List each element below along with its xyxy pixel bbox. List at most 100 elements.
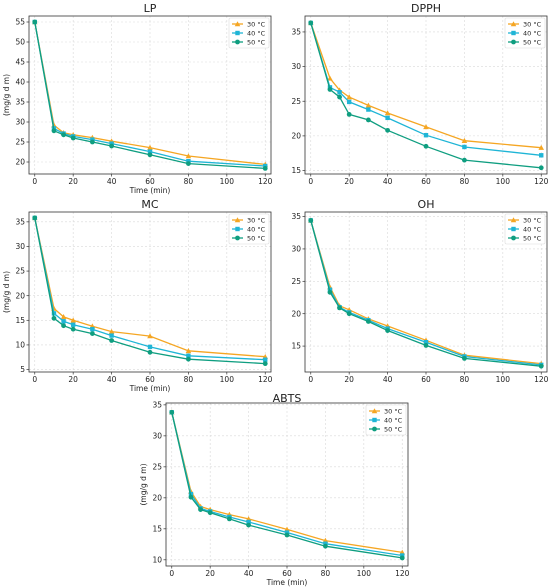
x-tick-label: 40	[383, 375, 393, 384]
legend-label: 50 °C	[247, 38, 266, 46]
data-point	[284, 532, 290, 538]
chart-panel-oh: 0 20 40 60 80 100 120 15 20 25 30 35 OH 30 °C40 °C50 …	[291, 198, 548, 384]
legend-swatch-marker	[235, 235, 240, 241]
chart-panel-abts: 0 20 40 60 80 100 120 10 15 20 25 30 35 ABTS Time (min…	[139, 392, 410, 587]
data-point	[327, 289, 333, 295]
data-point	[147, 349, 153, 355]
data-point	[323, 543, 328, 549]
legend-label: 30 °C	[247, 216, 266, 224]
legend-swatch-marker	[510, 217, 517, 223]
y-tick-label: 5	[20, 365, 25, 374]
x-tick-label: 0	[169, 569, 174, 578]
y-tick-label: 15	[15, 316, 25, 325]
data-point	[262, 361, 268, 367]
data-point	[284, 530, 290, 535]
y-tick-label: 15	[291, 166, 301, 175]
data-point	[188, 491, 194, 497]
x-tick-label: 20	[344, 177, 354, 186]
data-point	[147, 152, 153, 158]
x-tick-label: 80	[460, 177, 470, 186]
data-point	[109, 143, 114, 149]
data-point	[308, 20, 314, 26]
chart-title: OH	[418, 198, 435, 211]
x-tick-label: 80	[184, 375, 194, 384]
legend-label: 50 °C	[247, 234, 266, 242]
data-point	[346, 94, 352, 100]
x-tick-label: 40	[383, 177, 393, 186]
data-point	[384, 110, 391, 116]
data-point	[538, 165, 544, 171]
data-point	[538, 363, 544, 369]
y-tick-label: 35	[291, 212, 301, 221]
legend-swatch-marker	[234, 217, 241, 223]
legend-label: 40 °C	[247, 225, 266, 233]
series-40c	[32, 215, 268, 362]
data-point	[147, 344, 153, 350]
data-point	[32, 215, 38, 221]
y-tick-label: 20	[152, 493, 162, 502]
x-tick-label: 40	[107, 375, 117, 384]
data-point	[188, 494, 194, 500]
data-point	[109, 333, 114, 338]
y-tick-label: 10	[15, 341, 25, 350]
data-point	[462, 144, 467, 150]
y-tick-label: 30	[152, 431, 162, 440]
data-point	[461, 137, 468, 143]
x-tick-label: 120	[395, 569, 410, 578]
data-point	[337, 90, 342, 95]
y-tick-label: 35	[291, 28, 301, 37]
series-50c	[32, 19, 268, 171]
data-point	[60, 314, 67, 320]
data-point	[337, 305, 342, 311]
data-point	[147, 333, 153, 339]
x-tick-label: 20	[68, 177, 78, 186]
legend-swatch-marker	[235, 30, 240, 36]
series-50c	[308, 218, 544, 369]
data-point	[323, 541, 328, 546]
data-point	[70, 322, 76, 327]
legend: 30 °C40 °C50 °C	[504, 17, 546, 49]
data-point	[109, 141, 114, 146]
x-tick-label: 120	[258, 177, 273, 186]
x-tick-label: 40	[107, 177, 117, 186]
data-point	[246, 519, 251, 525]
data-point	[186, 356, 191, 362]
y-tick-label: 10	[152, 555, 162, 564]
legend-swatch-marker	[510, 21, 517, 27]
legend-swatch-marker	[511, 30, 516, 36]
x-tick-label: 20	[205, 569, 215, 578]
y-tick-label: 25	[291, 97, 301, 106]
data-point	[346, 112, 352, 117]
x-tick-label: 20	[68, 375, 78, 384]
legend-swatch-marker	[511, 39, 516, 45]
x-tick-label: 0	[32, 177, 37, 186]
chart-panel-mc: 0 20 40 60 80 100 120 5 10 15 20 25 30 35 MC Time (min)…	[2, 198, 273, 393]
chart-panel-dpph: 0 20 40 60 80 100 120 15 20 25 30 35 DPPH 30 °C40 °C5…	[291, 2, 548, 186]
series-50c	[169, 409, 405, 561]
data-point	[70, 326, 76, 332]
data-point	[109, 338, 114, 343]
data-point	[198, 507, 203, 513]
data-point	[385, 328, 390, 333]
x-tick-label: 80	[460, 375, 470, 384]
legend-swatch-marker	[235, 39, 240, 45]
legend-label: 40 °C	[247, 29, 266, 37]
y-tick-label: 25	[15, 267, 25, 276]
x-tick-label: 100	[496, 375, 511, 384]
data-point	[539, 153, 544, 158]
data-point	[346, 99, 352, 105]
chart-title: DPPH	[411, 2, 441, 15]
data-point	[61, 132, 66, 138]
x-tick-label: 120	[534, 375, 549, 384]
y-tick-label: 50	[15, 38, 25, 47]
legend-label: 30 °C	[247, 20, 266, 28]
data-point	[186, 159, 191, 164]
y-tick-label: 35	[15, 217, 25, 226]
y-tick-label: 25	[291, 277, 301, 286]
series-50c	[32, 215, 268, 367]
legend-swatch-marker	[372, 417, 377, 423]
chart-panel-lp: 0 20 40 60 80 100 120 20 25 30 35 40 45 50 55 LP Time (m…	[2, 2, 273, 195]
data-point	[462, 355, 467, 361]
data-point	[90, 137, 95, 142]
y-tick-label: 20	[291, 131, 301, 140]
